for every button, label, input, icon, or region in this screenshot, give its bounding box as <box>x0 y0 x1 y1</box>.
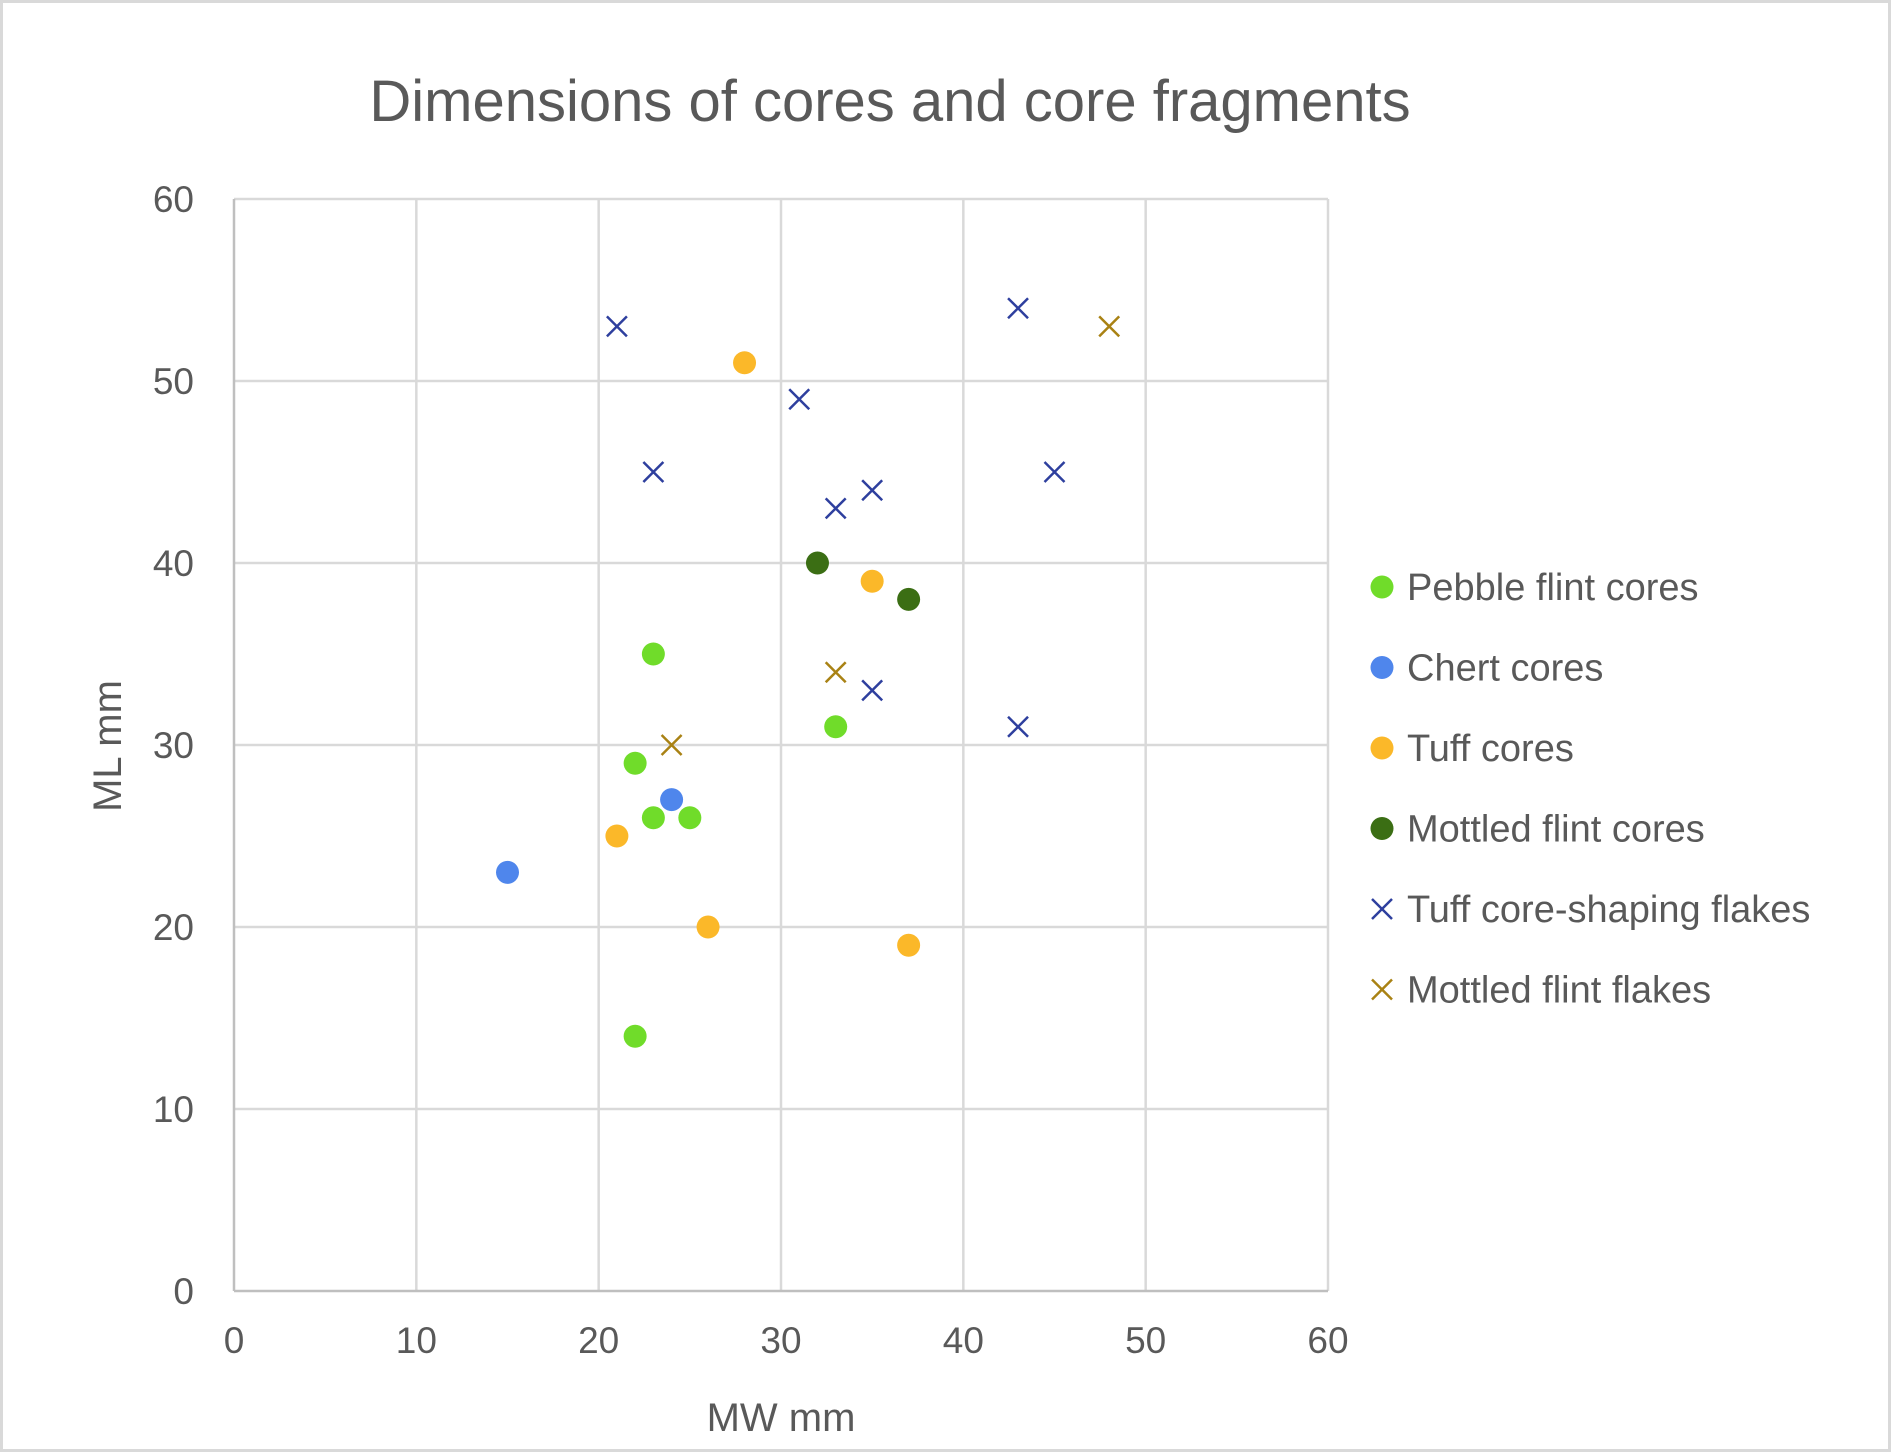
series-3 <box>805 551 921 611</box>
data-point <box>861 479 884 502</box>
legend-item: Pebble flint cores <box>1370 567 1699 609</box>
data-point <box>1098 315 1121 338</box>
data-point <box>642 461 665 483</box>
data-point <box>605 824 629 848</box>
legend-marker <box>1370 736 1394 760</box>
data-point <box>623 751 647 775</box>
legend-label: Mottled flint cores <box>1407 809 1705 851</box>
data-point <box>1007 715 1029 738</box>
legend-label: Mottled flint flakes <box>1407 970 1711 1012</box>
data-point <box>660 788 684 812</box>
data-point <box>861 679 884 702</box>
x-tick-label: 10 <box>396 1320 437 1361</box>
series-2 <box>605 351 921 957</box>
x-axis-label: MW mm <box>707 1396 856 1440</box>
legend-label: Tuff cores <box>1407 728 1574 770</box>
chart-title: Dimensions of cores and core fragments <box>369 69 1410 134</box>
legend-marker <box>1371 898 1393 920</box>
y-tick-label: 0 <box>173 1271 194 1312</box>
y-tick-label: 10 <box>153 1089 194 1130</box>
data-point <box>897 587 921 611</box>
data-point <box>805 551 829 575</box>
y-axis-label: ML mm <box>86 680 130 812</box>
series-5 <box>660 315 1121 756</box>
y-tick-label: 40 <box>153 543 194 584</box>
data-point <box>824 715 848 739</box>
legend: Pebble flint cores Chert cores Tuff cores M… <box>1370 567 1810 1012</box>
plot-area <box>496 297 1121 1048</box>
x-tick-label: 20 <box>578 1320 619 1361</box>
data-point <box>1043 461 1066 483</box>
data-point <box>696 915 720 939</box>
data-point <box>824 497 847 520</box>
data-point <box>788 388 811 411</box>
data-point <box>623 1024 647 1048</box>
legend-item: Chert cores <box>1370 648 1603 690</box>
axes: 0 10 20 30 40 50 60 0 10 20 30 40 50 60 <box>153 179 1349 1361</box>
data-point <box>1007 297 1029 320</box>
legend-label: Chert cores <box>1407 648 1603 690</box>
series-0 <box>623 642 848 1048</box>
legend-marker <box>1370 656 1394 679</box>
data-point <box>660 734 683 756</box>
data-point <box>641 642 665 666</box>
scatter-chart: Dimensions of cores and core fragments 0… <box>86 69 1810 1440</box>
x-tick-label: 60 <box>1307 1320 1348 1361</box>
grid <box>234 197 1330 1291</box>
y-tick-label: 30 <box>153 725 194 766</box>
legend-marker <box>1371 978 1393 1001</box>
legend-marker <box>1370 575 1394 599</box>
x-tick-label: 30 <box>760 1320 801 1361</box>
data-point <box>496 860 519 884</box>
legend-label: Pebble flint cores <box>1407 567 1699 609</box>
data-point <box>860 569 884 593</box>
data-point <box>678 806 702 830</box>
legend-item: Tuff core-shaping flakes <box>1371 889 1810 931</box>
legend-item: Mottled flint flakes <box>1371 970 1711 1012</box>
y-tick-label: 50 <box>153 361 194 402</box>
y-tick-label: 20 <box>153 907 194 948</box>
data-point <box>606 315 628 338</box>
data-point <box>733 351 757 375</box>
x-tick-label: 0 <box>224 1320 245 1361</box>
legend-marker <box>1370 817 1394 840</box>
x-tick-label: 50 <box>1125 1320 1166 1361</box>
legend-label: Tuff core-shaping flakes <box>1407 889 1810 931</box>
data-point <box>897 933 921 957</box>
series-1 <box>496 788 684 884</box>
legend-item: Mottled flint cores <box>1370 809 1705 851</box>
data-point <box>824 661 847 684</box>
x-tick-label: 40 <box>943 1320 984 1361</box>
legend-item: Tuff cores <box>1370 728 1574 770</box>
data-point <box>641 806 665 830</box>
series-4 <box>606 297 1066 738</box>
y-tick-label: 60 <box>153 179 194 220</box>
